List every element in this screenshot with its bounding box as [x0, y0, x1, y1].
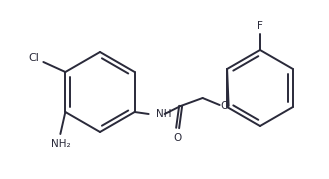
Text: O: O: [173, 133, 182, 143]
Text: O: O: [220, 101, 229, 111]
Text: Cl: Cl: [28, 53, 39, 63]
Text: F: F: [257, 21, 263, 31]
Text: NH: NH: [156, 109, 171, 119]
Text: NH₂: NH₂: [51, 139, 70, 149]
